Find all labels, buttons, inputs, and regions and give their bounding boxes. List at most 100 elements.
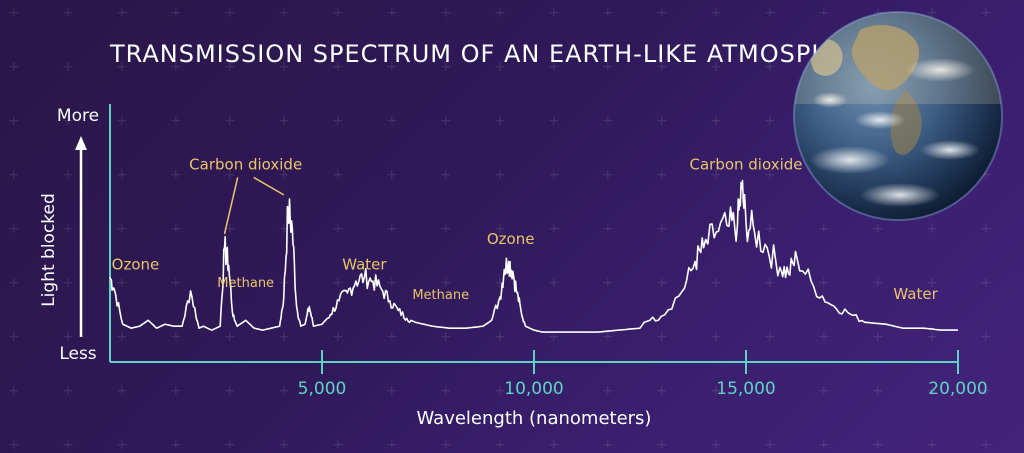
plus-mark: + — [764, 275, 776, 291]
plus-mark: + — [764, 5, 776, 21]
spectrum-line — [109, 179, 958, 333]
annotation-label: Ozone — [487, 230, 535, 248]
plus-mark: + — [332, 5, 344, 21]
x-tick-label: 15,000 — [716, 379, 775, 399]
plus-mark: + — [62, 59, 74, 75]
plus-mark: + — [170, 113, 182, 129]
plus-mark: + — [170, 167, 182, 183]
plus-mark: + — [494, 221, 506, 237]
plus-mark: + — [440, 383, 452, 399]
plus-mark: + — [710, 275, 722, 291]
plus-mark: + — [440, 167, 452, 183]
plus-mark: + — [872, 383, 884, 399]
annotation-label: Ozone — [112, 255, 160, 273]
plus-mark: + — [8, 221, 20, 237]
earth-illustration — [793, 11, 1003, 221]
plus-mark: + — [386, 59, 398, 75]
plus-mark: + — [602, 167, 614, 183]
annotation-label: Water — [342, 255, 387, 273]
plus-mark: + — [980, 329, 992, 345]
plus-mark: + — [926, 5, 938, 21]
plus-mark: + — [818, 437, 830, 453]
plus-mark: + — [494, 275, 506, 291]
plus-mark: + — [62, 437, 74, 453]
plus-mark: + — [386, 113, 398, 129]
plus-mark: + — [926, 437, 938, 453]
annotation-label: Carbon dioxide — [189, 155, 302, 173]
plus-mark: + — [926, 221, 938, 237]
x-tick-label: 10,000 — [504, 379, 563, 399]
plus-mark: + — [8, 5, 20, 21]
plus-mark: + — [602, 437, 614, 453]
annotation-label: Methane — [412, 288, 469, 303]
plus-mark: + — [602, 329, 614, 345]
plus-mark: + — [548, 383, 560, 399]
plus-mark: + — [116, 329, 128, 345]
plus-mark: + — [332, 167, 344, 183]
plus-mark: + — [332, 59, 344, 75]
plus-mark: + — [332, 383, 344, 399]
plus-mark: + — [818, 221, 830, 237]
plus-mark: + — [764, 221, 776, 237]
plus-mark: + — [278, 329, 290, 345]
co2-pointer-right — [253, 176, 285, 196]
plus-mark: + — [62, 221, 74, 237]
annotation-label: Methane — [217, 276, 274, 291]
plus-mark: + — [710, 329, 722, 345]
plus-mark: + — [548, 221, 560, 237]
plus-mark: + — [764, 437, 776, 453]
plus-mark: + — [494, 113, 506, 129]
y-axis-title: Light blocked — [39, 193, 59, 307]
x-axis-title: Wavelength (nanometers) — [417, 408, 652, 429]
y-axis-more-label: More — [57, 106, 99, 126]
plus-mark: + — [440, 275, 452, 291]
plus-mark: + — [656, 5, 668, 21]
plus-mark: + — [710, 5, 722, 21]
plus-mark: + — [926, 275, 938, 291]
plus-mark: + — [386, 5, 398, 21]
plus-mark: + — [62, 275, 74, 291]
plus-mark: + — [818, 329, 830, 345]
annotation-label: Carbon dioxide — [689, 155, 802, 173]
plus-mark: + — [872, 5, 884, 21]
plus-mark: + — [116, 167, 128, 183]
plus-mark: + — [980, 383, 992, 399]
plus-mark: + — [440, 5, 452, 21]
plus-mark: + — [332, 275, 344, 291]
plus-mark: + — [980, 437, 992, 453]
plus-mark: + — [818, 275, 830, 291]
plus-mark: + — [656, 167, 668, 183]
plus-mark: + — [116, 5, 128, 21]
plus-mark: + — [548, 329, 560, 345]
plus-mark: + — [602, 383, 614, 399]
plus-mark: + — [494, 437, 506, 453]
plus-mark: + — [278, 113, 290, 129]
plus-mark: + — [116, 59, 128, 75]
plus-mark: + — [332, 329, 344, 345]
plus-mark: + — [548, 167, 560, 183]
plus-mark: + — [656, 113, 668, 129]
plus-mark: + — [656, 329, 668, 345]
plus-mark: + — [278, 5, 290, 21]
plus-mark: + — [8, 113, 20, 129]
plus-mark: + — [386, 275, 398, 291]
plus-mark: + — [8, 275, 20, 291]
plus-mark: + — [764, 167, 776, 183]
plus-mark: + — [224, 437, 236, 453]
plus-mark: + — [170, 221, 182, 237]
plus-mark: + — [764, 59, 776, 75]
plus-mark: + — [710, 437, 722, 453]
plus-mark: + — [8, 167, 20, 183]
plus-mark: + — [710, 113, 722, 129]
plus-mark: + — [170, 275, 182, 291]
plus-mark: + — [926, 383, 938, 399]
plus-mark: + — [62, 383, 74, 399]
plus-mark: + — [440, 59, 452, 75]
plus-mark: + — [710, 221, 722, 237]
plus-mark: + — [764, 113, 776, 129]
plus-mark: + — [548, 5, 560, 21]
plus-mark: + — [332, 437, 344, 453]
plus-mark: + — [116, 275, 128, 291]
plus-mark: + — [224, 59, 236, 75]
